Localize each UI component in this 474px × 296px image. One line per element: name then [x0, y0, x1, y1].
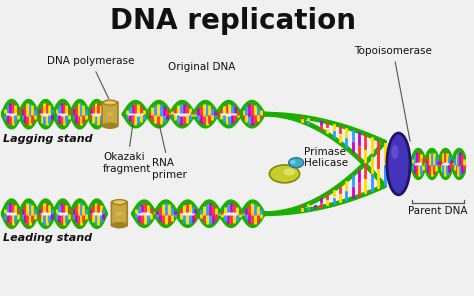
- Text: Topoisomerase: Topoisomerase: [354, 46, 432, 141]
- Ellipse shape: [112, 200, 126, 205]
- Text: Helicase: Helicase: [304, 158, 348, 168]
- Text: DNA polymerase: DNA polymerase: [47, 56, 135, 99]
- Ellipse shape: [103, 123, 117, 128]
- FancyBboxPatch shape: [111, 201, 127, 226]
- Ellipse shape: [107, 112, 113, 116]
- Ellipse shape: [112, 223, 126, 228]
- Ellipse shape: [289, 158, 303, 168]
- Ellipse shape: [392, 145, 398, 159]
- Text: RNA
primer: RNA primer: [152, 126, 187, 180]
- Text: Leading stand: Leading stand: [3, 233, 92, 243]
- Text: DNA replication: DNA replication: [110, 7, 356, 35]
- Text: Parent DNA: Parent DNA: [408, 206, 467, 216]
- Ellipse shape: [103, 100, 117, 105]
- Text: Lagging stand: Lagging stand: [3, 134, 92, 144]
- Ellipse shape: [269, 165, 300, 183]
- Ellipse shape: [387, 133, 410, 195]
- Text: Primase: Primase: [304, 147, 346, 157]
- Text: Original DNA: Original DNA: [168, 62, 236, 72]
- Text: Okazaki
fragment: Okazaki fragment: [103, 124, 151, 173]
- FancyBboxPatch shape: [102, 102, 118, 126]
- Ellipse shape: [290, 160, 296, 164]
- Ellipse shape: [116, 212, 123, 215]
- Ellipse shape: [283, 168, 295, 176]
